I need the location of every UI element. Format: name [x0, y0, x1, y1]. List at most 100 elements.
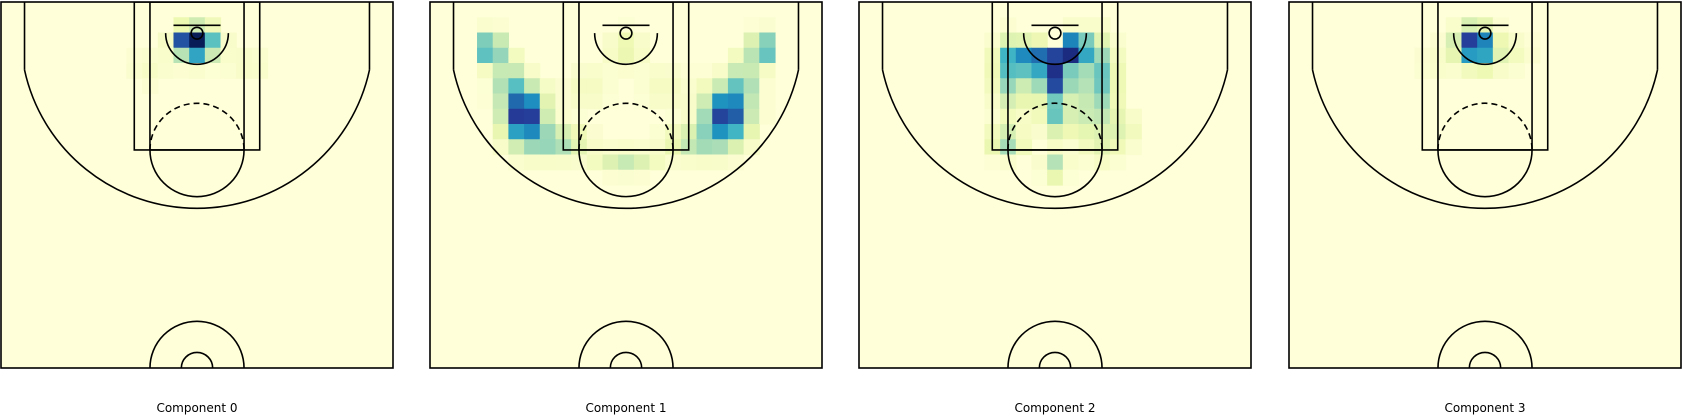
court-lines — [23, 2, 371, 368]
heat-cell — [696, 139, 713, 156]
heat-cell — [1015, 63, 1033, 79]
heat-cell — [508, 47, 525, 64]
heat-cell — [1062, 139, 1080, 156]
center-circle-inner — [1038, 351, 1072, 368]
heat-cell — [759, 47, 776, 64]
heat-cell — [1078, 32, 1095, 49]
heat-cell — [524, 78, 541, 95]
heat-cell — [586, 154, 604, 171]
heat-cell — [649, 154, 666, 171]
heat-cell — [555, 154, 572, 171]
heat-cell — [539, 93, 557, 110]
heat-cell — [727, 93, 745, 110]
heat-cell — [492, 93, 509, 110]
heat-cell — [759, 17, 776, 34]
heat-cell — [743, 32, 760, 49]
court-border — [858, 1, 1252, 369]
heatmap — [126, 17, 269, 95]
free-throw-arc — [149, 149, 245, 198]
heat-cell — [743, 108, 760, 125]
heat-cell — [602, 32, 619, 49]
heat-cell — [1461, 32, 1478, 49]
heat-cell — [508, 63, 525, 79]
heat-cell — [727, 78, 745, 95]
inner-key — [1437, 2, 1533, 151]
heat-cell — [1047, 108, 1064, 125]
hoop — [1048, 26, 1062, 40]
heat-cell — [1000, 154, 1017, 171]
heat-cell — [1047, 169, 1064, 186]
heat-cell — [1047, 63, 1064, 79]
court-panel-1 — [429, 1, 823, 369]
heat-cell — [712, 93, 729, 110]
heat-cell — [1062, 78, 1080, 95]
heat-cell — [1078, 47, 1095, 64]
three-point-arc — [881, 69, 1229, 210]
heat-cell — [492, 139, 509, 156]
restricted-area-arc — [164, 33, 230, 66]
heat-cell — [477, 78, 494, 95]
center-circle-outer — [578, 320, 674, 368]
heat-cell — [618, 63, 635, 79]
heat-cell — [492, 108, 509, 125]
heat-cell — [1109, 154, 1127, 171]
heat-cell — [602, 154, 619, 171]
hoop — [190, 26, 204, 40]
heat-cell — [204, 47, 222, 64]
heat-cell — [524, 139, 541, 156]
heat-cell — [618, 139, 635, 156]
heat-cell — [524, 63, 541, 79]
heat-cell — [1445, 63, 1463, 79]
free-throw-arc-dashed — [578, 102, 674, 150]
court-border — [0, 1, 394, 369]
heat-cell — [524, 154, 541, 171]
heat-cell — [173, 32, 190, 49]
heat-cell — [618, 154, 635, 171]
heat-cell — [727, 47, 745, 64]
heat-cell — [1062, 32, 1080, 49]
heat-cell — [1492, 32, 1510, 49]
restricted-area-arc — [1022, 33, 1088, 66]
heat-cell — [204, 32, 222, 49]
court-border — [1288, 1, 1682, 369]
heat-cell — [1445, 47, 1463, 64]
heat-cell — [1062, 124, 1080, 140]
heat-cell — [743, 63, 760, 79]
heat-cell — [508, 139, 525, 156]
court-panel-0 — [0, 1, 394, 369]
heat-cell — [477, 63, 494, 79]
free-throw-arc-dashed — [1007, 102, 1103, 150]
heat-cell — [633, 154, 651, 171]
heat-cell — [1015, 93, 1033, 110]
heat-cell — [1062, 63, 1080, 79]
three-point-arc — [23, 69, 371, 210]
heat-cell — [1461, 47, 1478, 64]
heat-cell — [743, 17, 760, 34]
center-circle-outer — [1437, 320, 1533, 368]
heat-cell — [157, 47, 175, 64]
free-throw-arc-dashed — [149, 102, 245, 150]
heat-cell — [712, 63, 729, 79]
three-point-arc — [452, 69, 800, 210]
heat-cell — [743, 124, 760, 140]
panel-title: Component 1 — [585, 401, 666, 415]
heat-cell — [1078, 78, 1095, 95]
heat-cell — [508, 78, 525, 95]
court-border — [429, 1, 823, 369]
heat-cell — [1031, 78, 1048, 95]
heat-cell — [1492, 63, 1510, 79]
heat-cell — [204, 63, 222, 79]
heat-cell — [586, 139, 604, 156]
heat-cell — [508, 93, 525, 110]
heat-cell — [727, 139, 745, 156]
three-point-arc — [1311, 69, 1659, 210]
heat-cell — [759, 108, 776, 125]
heat-cell — [492, 78, 509, 95]
restricted-area-arc — [1452, 33, 1518, 66]
free-throw-arc — [1007, 149, 1103, 198]
heat-cell — [524, 108, 541, 125]
heat-cell — [633, 78, 651, 95]
heat-cell — [1062, 108, 1080, 125]
heat-cell — [602, 139, 619, 156]
heat-cell — [759, 78, 776, 95]
